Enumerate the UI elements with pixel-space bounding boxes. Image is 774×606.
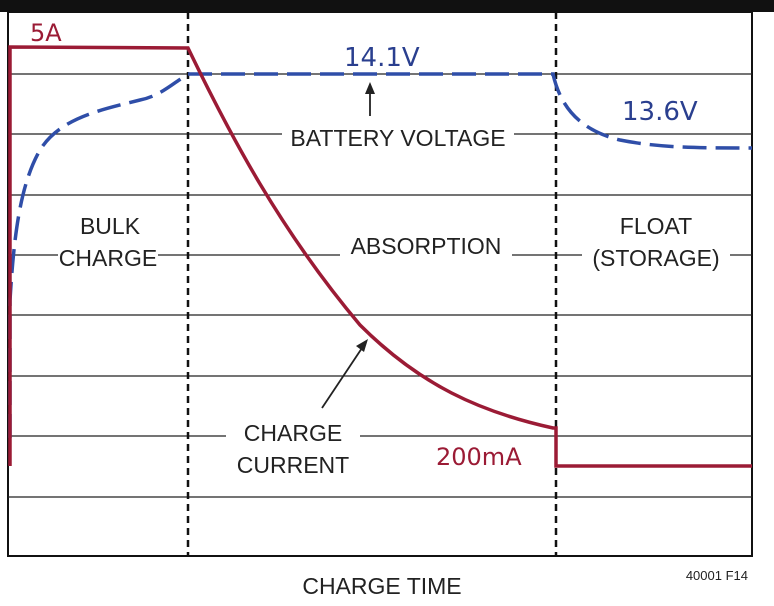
voltage-float-mark: 13.6V [622,97,698,127]
current-max-mark: 5A [30,19,62,47]
charge-current-arrow [321,339,368,409]
phase-bulk-label-line2: CHARGE [59,245,157,271]
battery-voltage-line [8,72,753,438]
voltage-absorption-mark: 14.1V [344,43,420,73]
phase-bulk-label-line1: BULK [80,213,141,239]
top-border [0,0,774,12]
current-min-mark: 200mA [436,443,522,471]
phase-absorption-label: ABSORPTION [351,233,502,259]
battery-voltage-arrow [365,82,375,116]
charge-current-label-line1: CHARGE [244,420,342,446]
charge-current-label-line2: CURRENT [237,452,349,478]
label-masks [58,120,730,478]
battery-voltage-label: BATTERY VOLTAGE [290,125,505,151]
phase-float-label-line2: (STORAGE) [592,245,719,271]
x-axis-label: CHARGE TIME [302,573,461,599]
phase-float-label-line1: FLOAT [620,213,692,239]
plot-frame [7,11,753,557]
charge-current-line [8,45,752,468]
figure-id: 40001 F14 [686,568,748,583]
current-min-mark-bg [434,440,552,468]
